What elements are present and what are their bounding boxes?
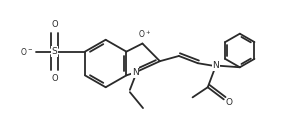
- Text: O: O: [51, 20, 58, 29]
- Text: O$^-$: O$^-$: [20, 46, 33, 57]
- Text: S: S: [52, 47, 57, 56]
- Text: O: O: [226, 98, 233, 107]
- Text: N: N: [132, 68, 139, 77]
- Text: O$^+$: O$^+$: [138, 28, 151, 40]
- Text: N: N: [212, 61, 219, 70]
- Text: O: O: [51, 74, 58, 83]
